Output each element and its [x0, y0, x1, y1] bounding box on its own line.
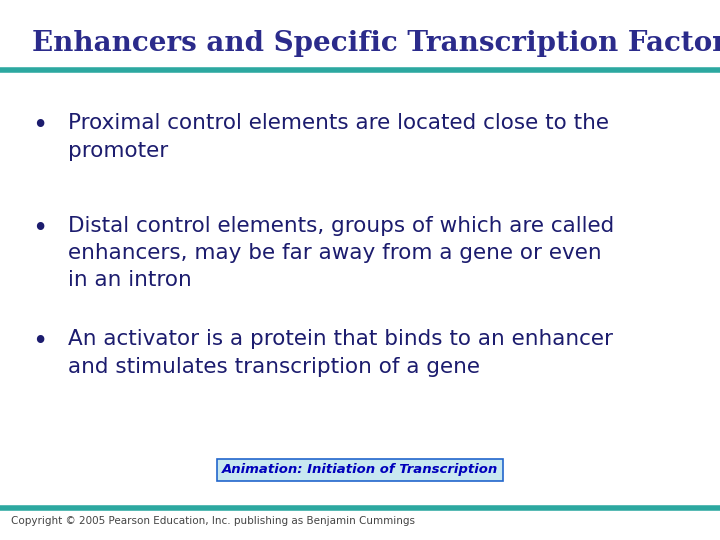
Text: Proximal control elements are located close to the
promoter: Proximal control elements are located cl…: [68, 113, 609, 160]
Text: •: •: [32, 329, 48, 355]
Text: Enhancers and Specific Transcription Factors: Enhancers and Specific Transcription Fac…: [32, 30, 720, 57]
Text: •: •: [32, 216, 48, 242]
Text: Distal control elements, groups of which are called
enhancers, may be far away f: Distal control elements, groups of which…: [68, 216, 615, 291]
Text: Animation: Initiation of Transcription: Animation: Initiation of Transcription: [222, 463, 498, 476]
Text: •: •: [32, 113, 48, 139]
Text: An activator is a protein that binds to an enhancer
and stimulates transcription: An activator is a protein that binds to …: [68, 329, 613, 376]
Text: Copyright © 2005 Pearson Education, Inc. publishing as Benjamin Cummings: Copyright © 2005 Pearson Education, Inc.…: [11, 516, 415, 526]
